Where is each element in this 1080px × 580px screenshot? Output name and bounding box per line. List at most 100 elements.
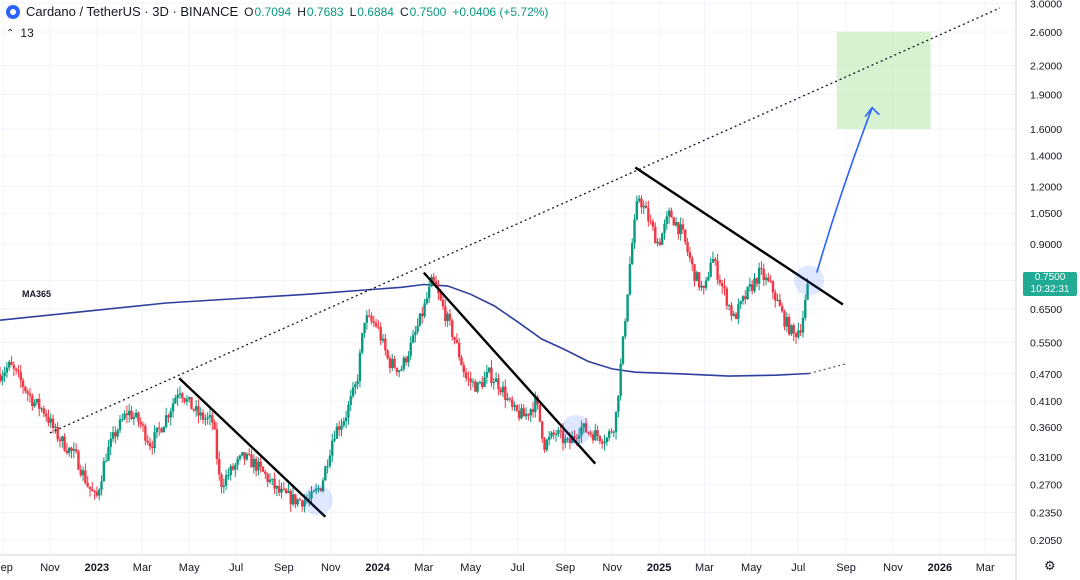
candle-body: [54, 426, 57, 428]
gear-icon[interactable]: ⚙: [1044, 558, 1056, 573]
candle-body: [601, 441, 604, 444]
candle-body: [289, 490, 292, 505]
candle-body: [5, 367, 9, 373]
candle-body: [310, 491, 313, 499]
candle-body: [607, 431, 611, 438]
candle-body: [605, 437, 609, 443]
candle-body: [273, 478, 276, 489]
candle-body: [769, 280, 772, 282]
y-tick-label: 1.2000: [1030, 182, 1062, 194]
y-tick-label: 1.0500: [1030, 208, 1062, 220]
candle-body: [635, 201, 639, 220]
candle-body: [307, 498, 311, 500]
candle-body: [331, 440, 334, 456]
candle-body: [774, 292, 777, 301]
candle-body: [670, 210, 673, 218]
x-tick-label: 2024: [365, 562, 390, 574]
candle-body: [665, 216, 669, 224]
candle-body: [167, 415, 170, 418]
candle-body: [504, 386, 507, 401]
candle-body: [790, 325, 793, 335]
candle-body: [797, 330, 800, 338]
y-tick-label: 2.2000: [1030, 60, 1062, 72]
y-tick-label: 0.4700: [1030, 369, 1062, 381]
candle-body: [541, 421, 544, 439]
candle-body: [10, 361, 13, 365]
arrow-head: [864, 106, 880, 118]
candle-body: [326, 465, 329, 467]
candle-body: [56, 426, 59, 440]
candle-body: [647, 208, 650, 222]
candle-body: [287, 490, 290, 493]
candle-body: [483, 377, 486, 387]
candle-body: [737, 304, 740, 319]
candle-body: [704, 280, 708, 288]
candle-body: [508, 398, 512, 400]
candle-body: [499, 389, 502, 393]
candle-body: [621, 336, 625, 364]
candle-body: [799, 330, 802, 333]
candle-body: [451, 320, 454, 337]
candle-body: [84, 470, 87, 483]
candle-body: [568, 438, 572, 444]
candle-body: [783, 311, 786, 327]
candle-body: [672, 217, 675, 226]
candle-body: [68, 447, 71, 454]
candle-body: [610, 431, 613, 433]
indicators-toggle[interactable]: ⌃ 13: [6, 26, 34, 40]
candle-body: [324, 466, 327, 481]
candle-body: [63, 436, 66, 451]
candle-body: [804, 299, 807, 318]
candle-body: [739, 301, 742, 305]
y-tick-label: 0.3100: [1030, 452, 1062, 464]
symbol-title[interactable]: Cardano / TetherUS · 3D · BINANCE: [26, 4, 239, 19]
candle-body: [564, 438, 567, 444]
candle-body: [220, 474, 223, 487]
candle-body: [421, 313, 424, 317]
candle-body: [457, 342, 461, 358]
candle-body: [257, 461, 260, 471]
candle-body: [577, 435, 581, 439]
y-tick-label: 0.3600: [1030, 422, 1062, 434]
candle-body: [102, 461, 106, 482]
candle-body: [434, 281, 438, 288]
candle-body: [707, 276, 710, 281]
x-tick-label: Sep: [836, 562, 856, 574]
candle-body: [335, 426, 339, 439]
candle-body: [261, 466, 265, 472]
candle-body: [151, 446, 154, 448]
candle-body: [684, 229, 687, 243]
drawings-layer: [49, 7, 1001, 518]
x-tick-label: Jul: [791, 562, 805, 574]
candle-body: [515, 405, 519, 411]
high-value: 0.7683: [306, 4, 344, 19]
candle-body: [481, 382, 484, 387]
candle-body: [164, 415, 168, 427]
candle-body: [467, 378, 470, 380]
candle-body: [478, 382, 482, 384]
candle-body: [589, 432, 592, 435]
candle-body: [714, 258, 717, 261]
candle-body: [391, 358, 394, 368]
candle-body: [291, 494, 295, 505]
candle-body: [342, 421, 345, 426]
candle-body: [681, 224, 685, 230]
y-tick-label: 0.9000: [1030, 239, 1062, 251]
candle-body: [446, 313, 449, 322]
candle-body: [455, 339, 459, 343]
candle-body: [204, 418, 207, 420]
candle-body: [365, 315, 369, 323]
candle-body: [146, 440, 149, 443]
candle-body: [794, 333, 798, 338]
long-trendline: [49, 7, 1001, 434]
candle-body: [19, 372, 22, 381]
y-tick-label: 3.0000: [1030, 0, 1062, 10]
candle-body: [617, 395, 620, 412]
candle-body: [651, 221, 655, 227]
candle-body: [566, 438, 569, 440]
x-tick-label: Mar: [976, 562, 995, 574]
candle-body: [691, 258, 694, 265]
candle-body: [241, 452, 244, 456]
candle-body: [656, 241, 659, 244]
